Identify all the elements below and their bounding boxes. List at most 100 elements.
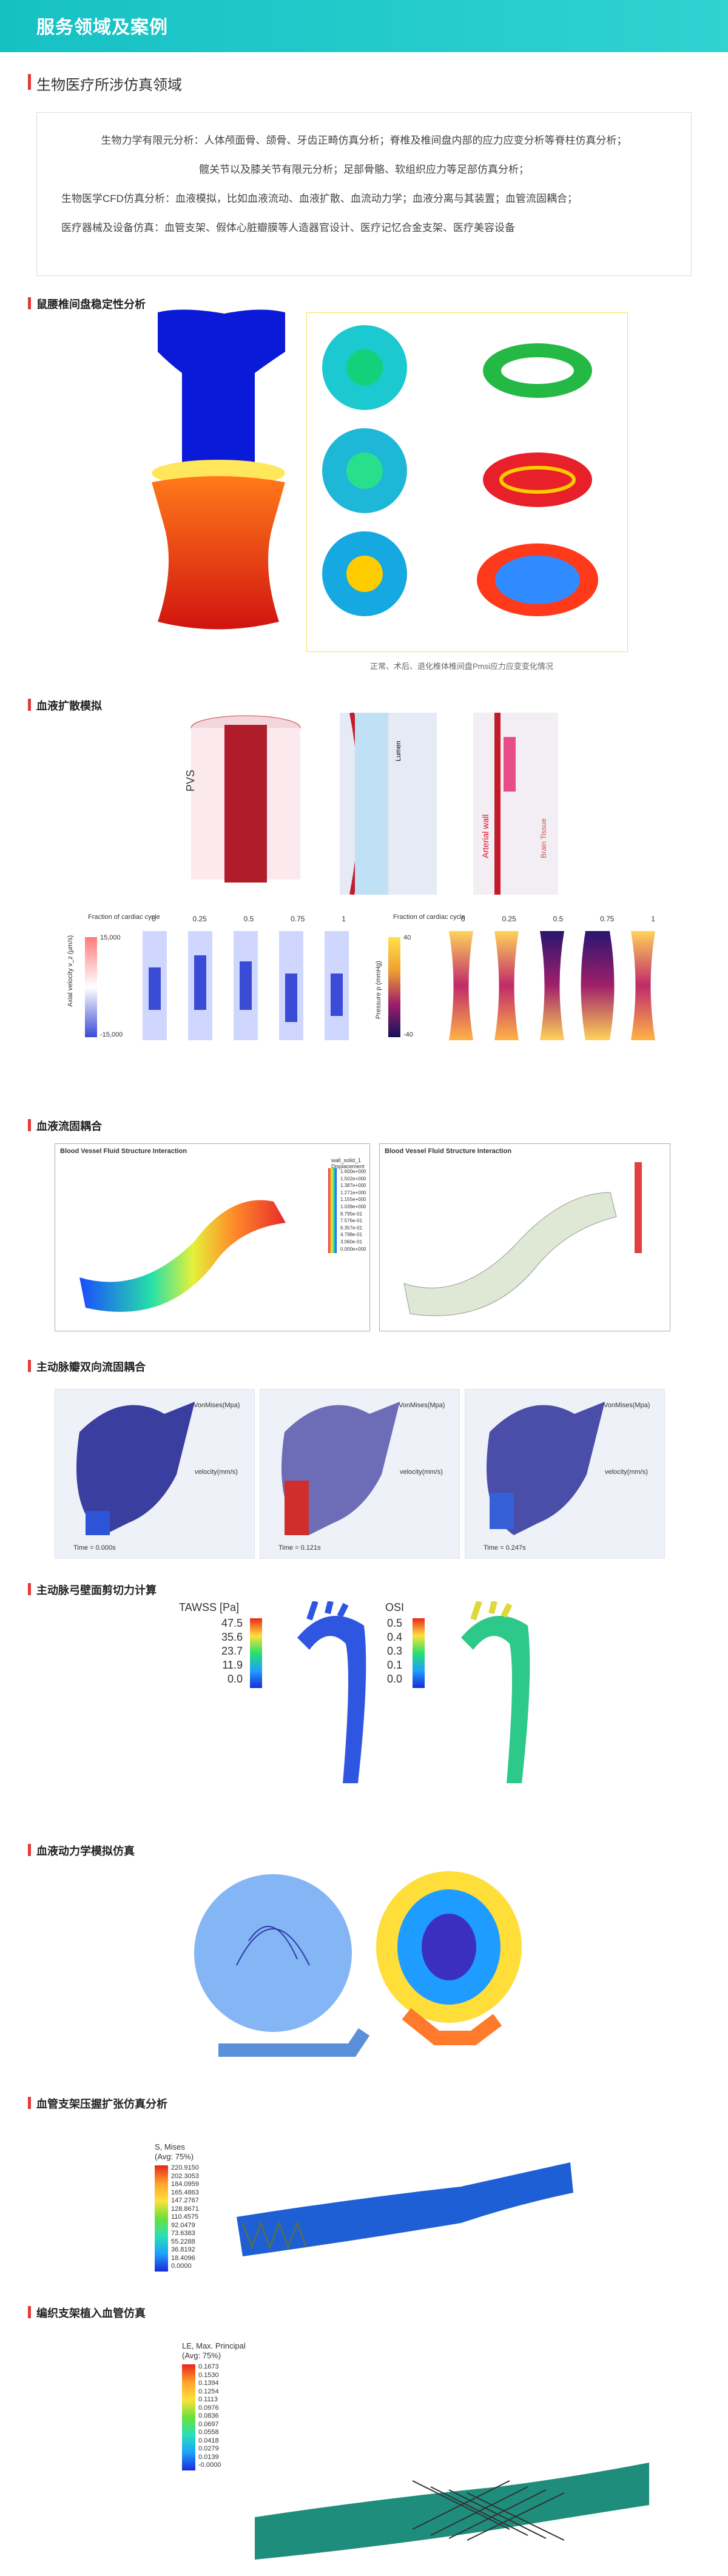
section-title: 生物医疗所涉仿真领域 bbox=[28, 73, 182, 94]
ticks-left: 0 0.25 0.5 0.75 1 bbox=[152, 915, 346, 923]
case-title: 鼠腰椎间盘稳定性分析 bbox=[28, 296, 146, 312]
tick: 0 bbox=[152, 915, 156, 923]
press-top: 40 bbox=[403, 934, 411, 941]
arterial-label: Arterial wall bbox=[480, 815, 490, 858]
legend-value: 47.5 bbox=[221, 1617, 243, 1629]
case-title: 编织支架植入血管仿真 bbox=[28, 2305, 146, 2321]
fsi-legend-title: wall_solid_1 Displacement bbox=[331, 1157, 365, 1169]
legend-value: 0.0976 bbox=[198, 2404, 219, 2412]
legend-value: 3.060e-01 bbox=[340, 1239, 363, 1245]
vm-label: VonMises(Mpa) bbox=[194, 1402, 240, 1409]
lumen-label: Lumen bbox=[395, 741, 402, 761]
braid-legend-title: LE, Max. Principal bbox=[182, 2341, 246, 2350]
legend-value: 0.1254 bbox=[198, 2387, 219, 2395]
legend-value: 0.0139 bbox=[198, 2453, 219, 2461]
legend-value: 92.0479 bbox=[171, 2221, 195, 2229]
aortic-panel-3: VonMises(Mpa) velocity(mm/s) Time = 0.24… bbox=[465, 1389, 665, 1559]
page-title: 服务领域及案例 bbox=[36, 18, 168, 38]
case-title: 血管支架压握扩张仿真分析 bbox=[28, 2096, 167, 2111]
intro-line: 生物力学有限元分析：人体颅面骨、颌骨、牙齿正畸仿真分析；脊椎及椎间盘内部的应力应… bbox=[101, 135, 627, 146]
spine-model bbox=[152, 309, 285, 630]
case-title: 主动脉弓壁面剪切力计算 bbox=[28, 1582, 157, 1598]
hemodynamics bbox=[194, 1871, 522, 2057]
press-label: Pressure p (mmHg) bbox=[375, 961, 382, 1019]
legend-value: 1.600e+000 bbox=[340, 1169, 366, 1174]
legend-value: 36.8192 bbox=[171, 2246, 195, 2253]
fsi-legend: 1.600e+000 1.502e+000 1.387e+000 1.271e+… bbox=[340, 1168, 366, 1253]
intro-line: 医疗器械及设备仿真：血管支架、假体心脏瓣膜等人造器官设计、医疗记忆合金支架、医疗… bbox=[61, 222, 515, 234]
time-label: Time = 0.121s bbox=[278, 1544, 321, 1552]
legend-value: 55.2288 bbox=[171, 2238, 195, 2245]
case-title: 血液扩散模拟 bbox=[28, 698, 102, 713]
pressure-profiles bbox=[449, 931, 655, 1040]
braid-colorbar bbox=[182, 2364, 195, 2470]
legend-value: 165.4863 bbox=[171, 2188, 199, 2196]
tawss-legend: 47.5 35.6 23.7 11.9 0.0 bbox=[221, 1616, 243, 1686]
stent-vessel bbox=[237, 2162, 573, 2256]
legend-value: 220.9150 bbox=[171, 2164, 199, 2171]
legend-value: 1.155e+000 bbox=[340, 1197, 366, 1203]
legend-value: 0.0 bbox=[228, 1673, 243, 1685]
vessel-cylinder: PVS bbox=[184, 715, 301, 883]
legend-value: 0.1113 bbox=[198, 2396, 218, 2403]
legend-value: 184.0959 bbox=[171, 2181, 199, 2188]
fsi-left-panel: Blood Vessel Fluid Structure Interaction… bbox=[55, 1143, 370, 1331]
page-header: 服务领域及案例 bbox=[0, 0, 728, 52]
legend-value: 0.1530 bbox=[198, 2371, 219, 2379]
legend-value: 202.3053 bbox=[171, 2172, 199, 2180]
legend-value: 0.0836 bbox=[198, 2412, 219, 2420]
vel-label: Axial velocity v_z (μm/s) bbox=[67, 935, 74, 1007]
aorta-osi bbox=[461, 1601, 530, 1783]
vm-label: VonMises(Mpa) bbox=[604, 1402, 650, 1409]
legend-value: 0.0558 bbox=[198, 2429, 219, 2436]
stent-colorbar bbox=[155, 2165, 168, 2272]
osi-label: OSI bbox=[385, 1601, 405, 1613]
legend-value: 0.0 bbox=[387, 1673, 403, 1685]
stent-legend: 220.9150 202.3053 184.0959 165.4863 147.… bbox=[171, 2164, 199, 2271]
legend-value: -0.0000 bbox=[198, 2461, 221, 2469]
ticks-right: 0 0.25 0.5 0.75 1 bbox=[461, 915, 655, 923]
case-caption: 正常、术后、退化椎体椎间盘Pmsi应力应变变化情况 bbox=[370, 662, 553, 671]
legend-value: 8.795e-01 bbox=[340, 1211, 363, 1217]
legend-value: 73.6383 bbox=[171, 2230, 195, 2237]
intro-line: 髋关节以及膝关节有限元分析；足部骨骼、软组织应力等足部仿真分析； bbox=[199, 164, 529, 175]
axis-label: Fraction of cardiac cycle bbox=[88, 913, 160, 921]
legend-value: 0.0697 bbox=[198, 2420, 219, 2428]
legend-value: 110.4575 bbox=[171, 2213, 199, 2221]
legend-value: 7.576e-01 bbox=[340, 1218, 363, 1224]
intro-box: 生物力学有限元分析：人体颅面骨、颌骨、牙齿正畸仿真分析；脊椎及椎间盘内部的应力应… bbox=[36, 112, 692, 276]
braided-stent bbox=[255, 2463, 649, 2560]
press-bottom: -40 bbox=[403, 1031, 413, 1038]
velocity-colorbar bbox=[85, 937, 97, 1037]
legend-value: 11.9 bbox=[222, 1659, 243, 1671]
legend-value: 0.0000 bbox=[171, 2262, 192, 2270]
legend-value: 0.3 bbox=[387, 1645, 403, 1657]
legend-value: 0.1673 bbox=[198, 2363, 219, 2370]
tick: 0.5 bbox=[243, 915, 254, 923]
legend-value: 0.1394 bbox=[198, 2379, 219, 2387]
aortic-panel-2: VonMises(Mpa) velocity(mm/s) Time = 0.12… bbox=[260, 1389, 460, 1559]
legend-value: 23.7 bbox=[221, 1645, 243, 1657]
vessel-section: Lumen bbox=[340, 713, 437, 895]
tick: 1 bbox=[342, 915, 346, 923]
tawss-label: TAWSS [Pa] bbox=[179, 1601, 240, 1613]
brain-label: Brain Tissue bbox=[539, 818, 548, 858]
fsi-right-panel: Blood Vessel Fluid Structure Interaction bbox=[379, 1143, 670, 1331]
vel-label: velocity(mm/s) bbox=[605, 1468, 648, 1476]
legend-value: 18.4096 bbox=[171, 2254, 195, 2262]
aorta-tawss bbox=[297, 1601, 366, 1783]
legend-value: 4.798e-01 bbox=[340, 1232, 363, 1238]
velocity-profiles bbox=[143, 931, 349, 1040]
legend-value: 0.1 bbox=[387, 1659, 403, 1671]
fsi-title: Blood Vessel Fluid Structure Interaction bbox=[60, 1148, 187, 1155]
tick: 0 bbox=[461, 915, 465, 923]
vel-bottom: -15,000 bbox=[100, 1031, 123, 1038]
aortic-panel-1: VonMises(Mpa) velocity(mm/s) Time = 0.00… bbox=[55, 1389, 255, 1559]
braid-legend-sub: (Avg: 75%) bbox=[182, 2351, 221, 2360]
axis-label: Fraction of cardiac cycle bbox=[393, 913, 465, 921]
osi-legend: 0.5 0.4 0.3 0.1 0.0 bbox=[387, 1616, 402, 1686]
tawss-colorbar bbox=[250, 1618, 262, 1688]
legend-value: 128.8671 bbox=[171, 2205, 199, 2213]
braid-legend: 0.1673 0.1530 0.1394 0.1254 0.1113 0.097… bbox=[198, 2363, 221, 2470]
osi-colorbar bbox=[413, 1618, 425, 1688]
